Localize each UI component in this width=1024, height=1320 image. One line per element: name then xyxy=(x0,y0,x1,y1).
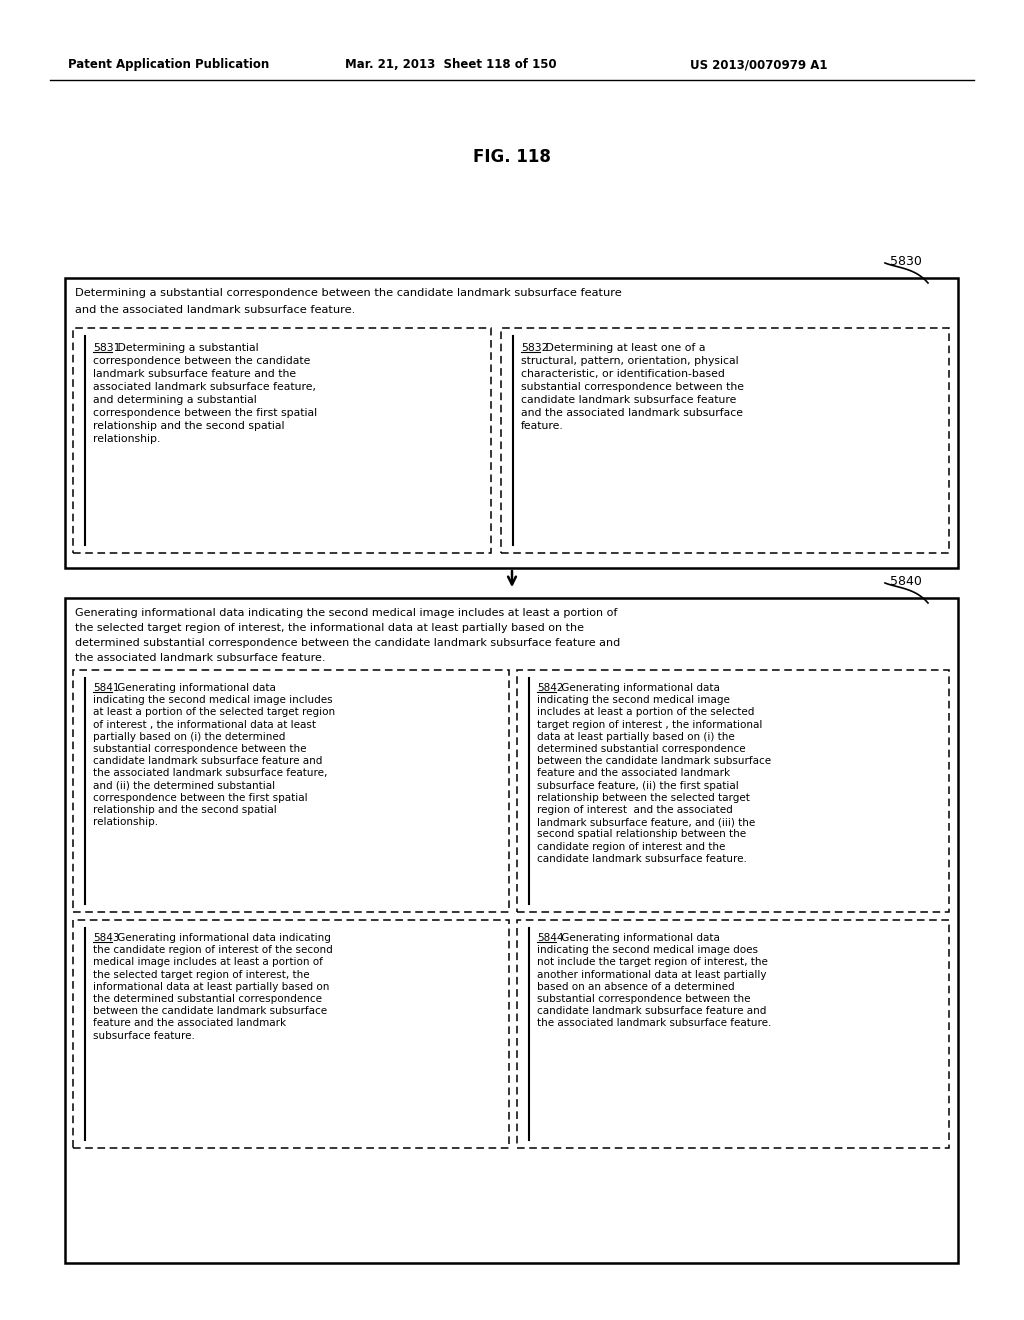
Text: partially based on (i) the determined: partially based on (i) the determined xyxy=(93,731,286,742)
Text: relationship between the selected target: relationship between the selected target xyxy=(537,793,750,803)
Bar xyxy=(517,671,949,912)
Text: Generating informational data: Generating informational data xyxy=(558,682,720,693)
Bar xyxy=(517,920,949,1148)
Text: of interest , the informational data at least: of interest , the informational data at … xyxy=(93,719,316,730)
Text: feature and the associated landmark: feature and the associated landmark xyxy=(537,768,730,779)
Text: the associated landmark subsurface feature.: the associated landmark subsurface featu… xyxy=(537,1019,771,1028)
Text: relationship.: relationship. xyxy=(93,434,161,444)
Text: and the associated landmark subsurface feature.: and the associated landmark subsurface f… xyxy=(75,305,355,315)
Text: between the candidate landmark subsurface: between the candidate landmark subsurfac… xyxy=(93,1006,327,1016)
Text: candidate landmark subsurface feature and: candidate landmark subsurface feature an… xyxy=(93,756,323,766)
Text: relationship and the second spatial: relationship and the second spatial xyxy=(93,421,285,432)
Text: structural, pattern, orientation, physical: structural, pattern, orientation, physic… xyxy=(521,356,738,366)
Text: Generating informational data indicating the second medical image includes at le: Generating informational data indicating… xyxy=(75,609,617,618)
Text: another informational data at least partially: another informational data at least part… xyxy=(537,970,767,979)
Text: indicating the second medical image: indicating the second medical image xyxy=(537,696,730,705)
Text: feature.: feature. xyxy=(521,421,564,432)
Text: 5843: 5843 xyxy=(93,933,120,942)
Text: medical image includes at least a portion of: medical image includes at least a portio… xyxy=(93,957,323,968)
Text: subsurface feature, (ii) the first spatial: subsurface feature, (ii) the first spati… xyxy=(537,780,738,791)
Text: not include the target region of interest, the: not include the target region of interes… xyxy=(537,957,768,968)
Text: Determining at least one of a: Determining at least one of a xyxy=(543,343,706,352)
Text: correspondence between the first spatial: correspondence between the first spatial xyxy=(93,793,307,803)
Text: Mar. 21, 2013  Sheet 118 of 150: Mar. 21, 2013 Sheet 118 of 150 xyxy=(345,58,557,71)
Text: 5831: 5831 xyxy=(93,343,121,352)
Text: and (ii) the determined substantial: and (ii) the determined substantial xyxy=(93,780,275,791)
Text: indicating the second medical image includes: indicating the second medical image incl… xyxy=(93,696,333,705)
Text: 5841: 5841 xyxy=(93,682,120,693)
Text: informational data at least partially based on: informational data at least partially ba… xyxy=(93,982,330,991)
Text: and determining a substantial: and determining a substantial xyxy=(93,395,257,405)
Text: indicating the second medical image does: indicating the second medical image does xyxy=(537,945,758,956)
Text: based on an absence of a determined: based on an absence of a determined xyxy=(537,982,734,991)
Text: determined substantial correspondence: determined substantial correspondence xyxy=(537,744,745,754)
Text: target region of interest , the informational: target region of interest , the informat… xyxy=(537,719,763,730)
Text: Generating informational data: Generating informational data xyxy=(558,933,720,942)
Text: subsurface feature.: subsurface feature. xyxy=(93,1031,195,1040)
Text: 5844: 5844 xyxy=(537,933,563,942)
Text: Determining a substantial correspondence between the candidate landmark subsurfa: Determining a substantial correspondence… xyxy=(75,288,622,298)
Text: the selected target region of interest, the: the selected target region of interest, … xyxy=(93,970,309,979)
Text: the determined substantial correspondence: the determined substantial correspondenc… xyxy=(93,994,322,1005)
Text: landmark subsurface feature, and (iii) the: landmark subsurface feature, and (iii) t… xyxy=(537,817,756,828)
Bar xyxy=(65,598,958,1263)
Text: the associated landmark subsurface feature.: the associated landmark subsurface featu… xyxy=(75,653,326,663)
Text: 5832: 5832 xyxy=(521,343,549,352)
Text: Generating informational data indicating: Generating informational data indicating xyxy=(114,933,331,942)
Text: determined substantial correspondence between the candidate landmark subsurface : determined substantial correspondence be… xyxy=(75,638,621,648)
Text: US 2013/0070979 A1: US 2013/0070979 A1 xyxy=(690,58,827,71)
Text: Generating informational data: Generating informational data xyxy=(114,682,275,693)
Text: Determining a substantial: Determining a substantial xyxy=(115,343,259,352)
Text: landmark subsurface feature and the: landmark subsurface feature and the xyxy=(93,370,296,379)
Bar xyxy=(73,671,509,912)
Text: 5840: 5840 xyxy=(890,576,922,587)
Text: correspondence between the candidate: correspondence between the candidate xyxy=(93,356,310,366)
Text: candidate region of interest and the: candidate region of interest and the xyxy=(537,842,725,851)
Text: Patent Application Publication: Patent Application Publication xyxy=(68,58,269,71)
Text: substantial correspondence between the: substantial correspondence between the xyxy=(537,994,751,1005)
Text: 5842: 5842 xyxy=(537,682,563,693)
Bar xyxy=(501,327,949,553)
Text: characteristic, or identification-based: characteristic, or identification-based xyxy=(521,370,725,379)
Text: substantial correspondence between the: substantial correspondence between the xyxy=(521,381,744,392)
Text: and the associated landmark subsurface: and the associated landmark subsurface xyxy=(521,408,743,418)
Text: candidate landmark subsurface feature: candidate landmark subsurface feature xyxy=(521,395,736,405)
Bar xyxy=(73,920,509,1148)
Text: FIG. 118: FIG. 118 xyxy=(473,148,551,166)
Text: at least a portion of the selected target region: at least a portion of the selected targe… xyxy=(93,708,335,717)
Text: second spatial relationship between the: second spatial relationship between the xyxy=(537,829,746,840)
Text: correspondence between the first spatial: correspondence between the first spatial xyxy=(93,408,317,418)
Text: the candidate region of interest of the second: the candidate region of interest of the … xyxy=(93,945,333,956)
Text: associated landmark subsurface feature,: associated landmark subsurface feature, xyxy=(93,381,316,392)
Bar xyxy=(65,279,958,568)
Bar xyxy=(73,327,490,553)
Text: relationship.: relationship. xyxy=(93,817,158,828)
Text: region of interest  and the associated: region of interest and the associated xyxy=(537,805,733,814)
Text: the associated landmark subsurface feature,: the associated landmark subsurface featu… xyxy=(93,768,328,779)
Text: includes at least a portion of the selected: includes at least a portion of the selec… xyxy=(537,708,755,717)
Text: feature and the associated landmark: feature and the associated landmark xyxy=(93,1019,286,1028)
Text: the selected target region of interest, the informational data at least partiall: the selected target region of interest, … xyxy=(75,623,584,634)
Text: substantial correspondence between the: substantial correspondence between the xyxy=(93,744,306,754)
Text: between the candidate landmark subsurface: between the candidate landmark subsurfac… xyxy=(537,756,771,766)
Text: relationship and the second spatial: relationship and the second spatial xyxy=(93,805,276,814)
Text: data at least partially based on (i) the: data at least partially based on (i) the xyxy=(537,731,735,742)
Text: candidate landmark subsurface feature and: candidate landmark subsurface feature an… xyxy=(537,1006,766,1016)
Text: 5830: 5830 xyxy=(890,255,922,268)
Text: candidate landmark subsurface feature.: candidate landmark subsurface feature. xyxy=(537,854,746,863)
